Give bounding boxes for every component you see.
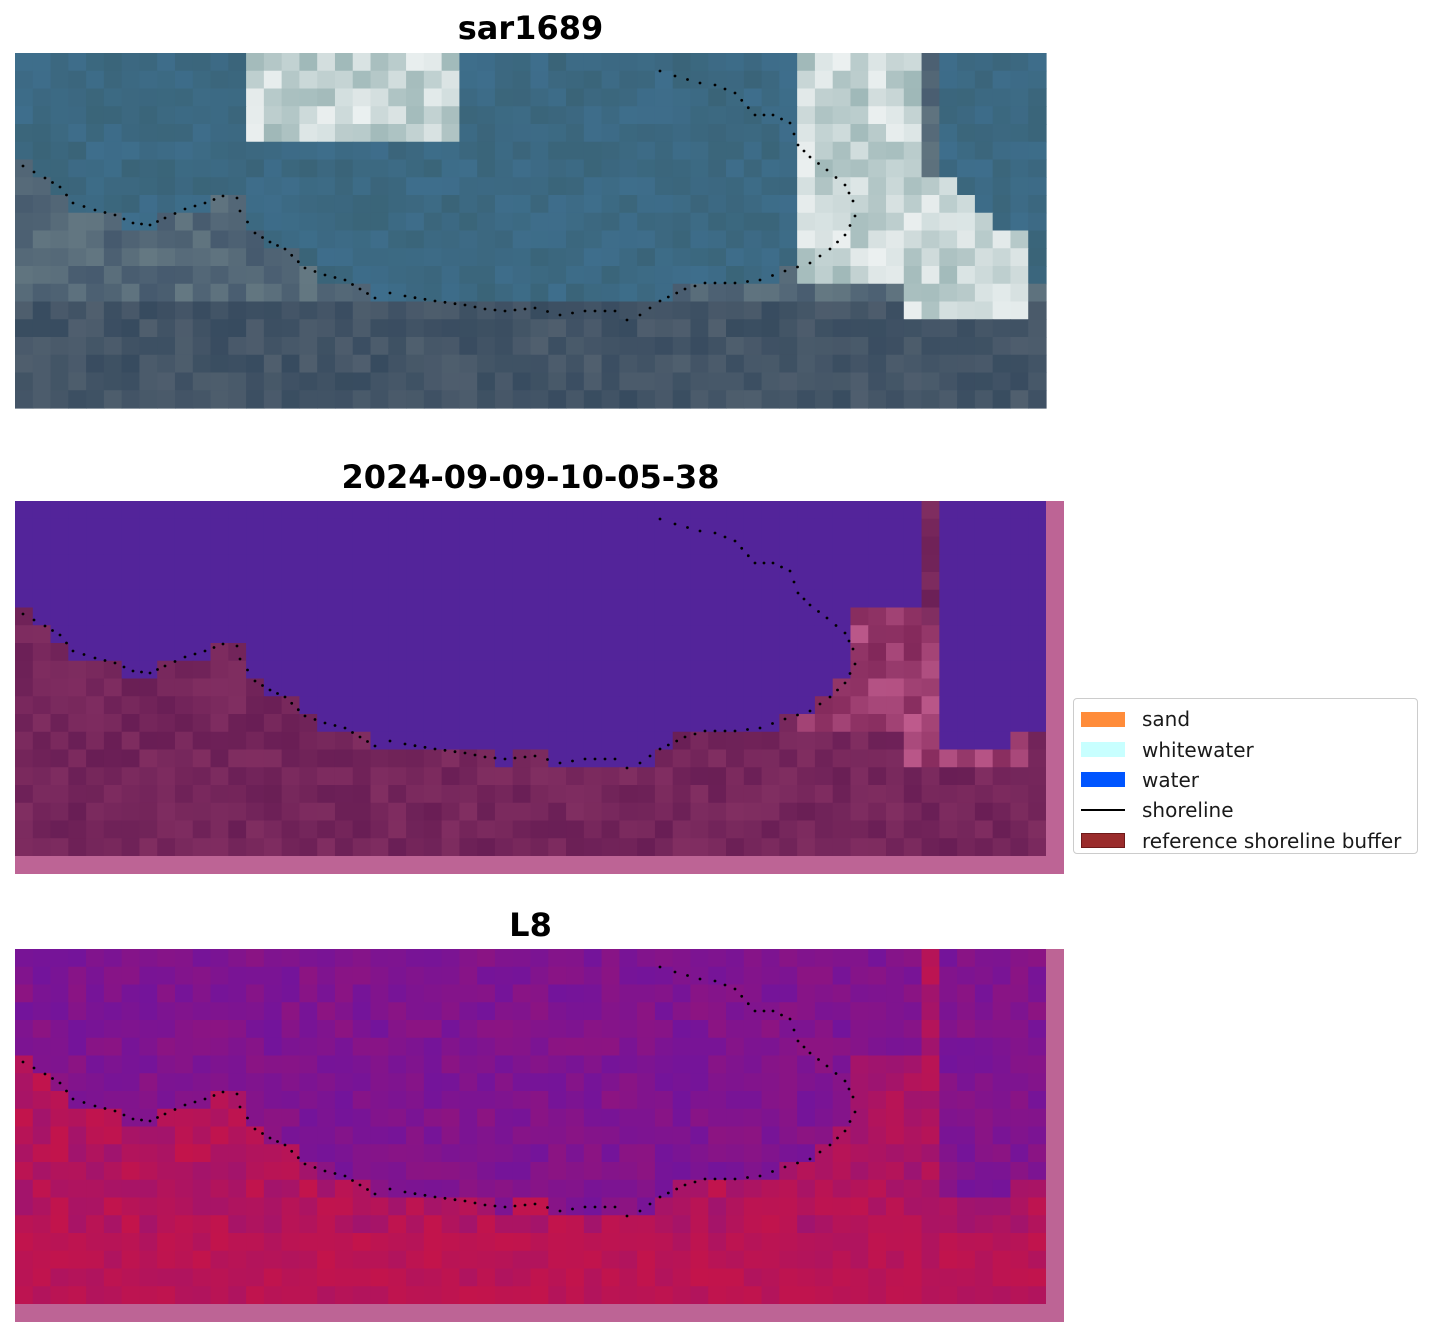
pixel-grid [15,53,1047,409]
buffer-edge-bottom [15,856,1064,874]
shoreline [21,69,857,322]
rgb-image-panel [15,53,1047,409]
buffer-edge-bottom [15,1304,1064,1322]
buffer-edge-right [1046,949,1064,1322]
legend-item-whitewater: whitewater [1081,734,1417,764]
legend-label: whitewater [1142,737,1254,762]
legend-item-reference-buffer: reference shoreline buffer [1081,826,1417,856]
classified-image-panel [15,501,1064,874]
legend-line-shoreline [1081,809,1125,812]
legend-item-water: water [1081,765,1417,795]
legend-item-sand: sand [1081,704,1417,734]
legend-label: water [1142,767,1199,792]
legend-swatch-sand [1081,711,1125,727]
legend-item-shoreline: shoreline [1081,795,1417,825]
panel-title-2: 2024-09-09-10-05-38 [341,458,720,496]
legend-label: shoreline [1142,798,1234,823]
legend-swatch-water [1081,772,1125,788]
legend-swatch-reference-buffer [1081,833,1125,849]
legend-label: reference shoreline buffer [1142,828,1402,853]
legend-label: sand [1142,707,1191,732]
pixel-grid [15,949,1047,1305]
pixel-grid [15,501,1047,857]
buffer-edge-right [1046,501,1064,874]
shoreline [21,517,857,770]
index-image-panel [15,949,1064,1322]
legend: sand whitewater water shoreline referenc… [1073,698,1418,854]
legend-swatch-whitewater [1081,742,1125,758]
panel-title-3: L8 [509,906,552,944]
shoreline [21,965,857,1218]
panel-title-1: sar1689 [457,9,604,47]
